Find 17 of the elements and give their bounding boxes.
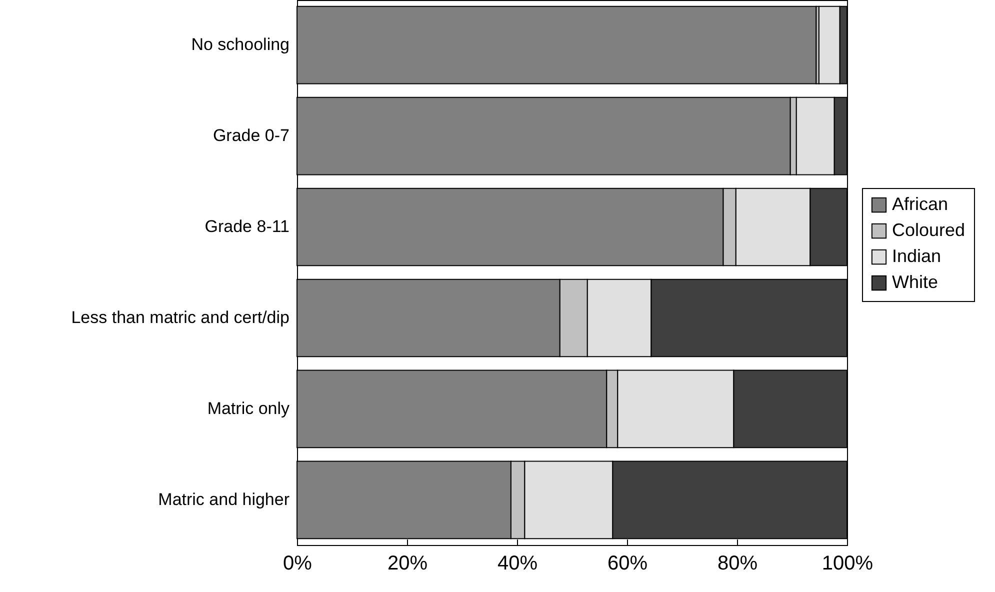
x-tick-label: 40% xyxy=(497,552,538,574)
x-tick-label: 80% xyxy=(717,552,758,574)
y-tick-label: Less than matric and cert/dip xyxy=(71,308,290,327)
y-tick-label: Matric only xyxy=(207,398,290,418)
y-tick-label: Matric and higher xyxy=(158,490,290,509)
legend-label: White xyxy=(892,272,938,292)
x-tick-label: 100% xyxy=(822,552,874,574)
y-tick-label: No schooling xyxy=(191,35,290,54)
x-tick-label: 20% xyxy=(387,552,428,574)
legend-label: Coloured xyxy=(892,220,966,240)
legend-label: African xyxy=(892,194,948,214)
x-tick-label: 60% xyxy=(607,552,648,574)
legend-label: Indian xyxy=(892,246,942,266)
y-tick-label: Grade 8-11 xyxy=(204,217,290,236)
x-tick-label: 0% xyxy=(283,552,312,574)
bar xyxy=(296,6,817,84)
y-tick-label: Grade 0-7 xyxy=(212,126,290,146)
